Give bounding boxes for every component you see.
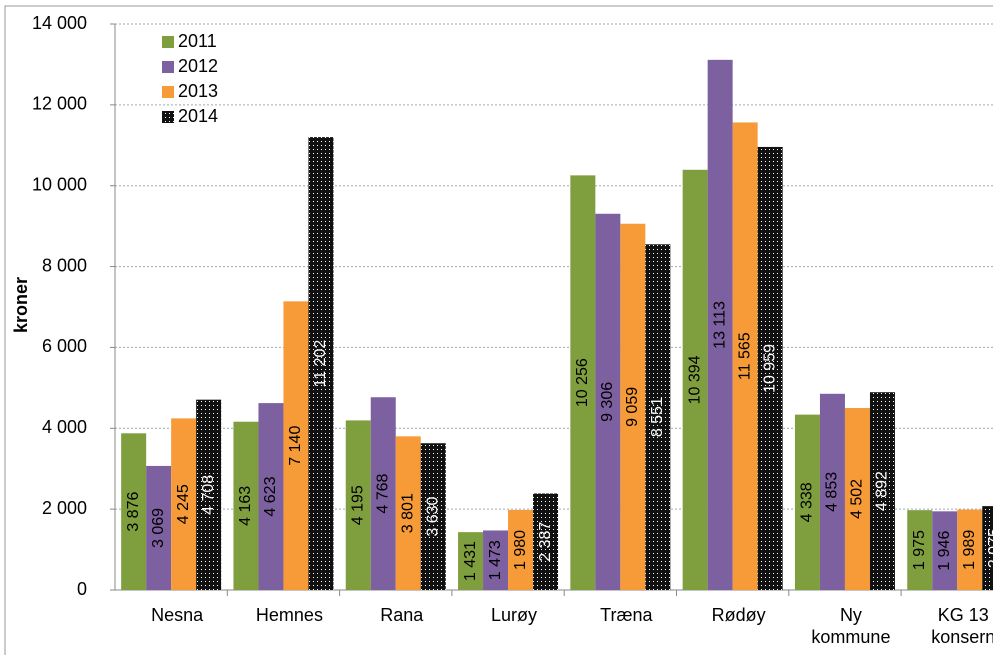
legend-swatch xyxy=(162,36,174,48)
legend-swatch xyxy=(162,61,174,73)
bar xyxy=(146,465,172,590)
bar xyxy=(957,509,983,590)
bar xyxy=(869,392,895,590)
legend-label: 2011 xyxy=(178,31,217,51)
value-label: 2 075 xyxy=(986,528,993,568)
bar xyxy=(508,509,534,590)
y-tick-label: 6 000 xyxy=(42,336,87,356)
bar xyxy=(258,403,284,590)
value-label: 1 975 xyxy=(911,530,928,570)
value-label: 2 387 xyxy=(537,522,554,562)
y-tick-label: 12 000 xyxy=(32,94,87,114)
bar xyxy=(196,399,222,590)
x-tick-label: Rødøy xyxy=(711,605,766,625)
value-label: 4 163 xyxy=(237,486,254,526)
legend-label: 2012 xyxy=(178,56,218,76)
value-label: 11 202 xyxy=(312,340,329,388)
legend-swatch xyxy=(162,111,174,123)
y-tick-label: 2 000 xyxy=(42,498,87,518)
value-label: 4 338 xyxy=(799,482,816,522)
y-axis-label: kroner xyxy=(11,277,31,333)
bar xyxy=(932,511,958,590)
value-label: 1 980 xyxy=(512,530,529,570)
value-label: 1 946 xyxy=(936,531,953,571)
x-tick-label: Ny kommune xyxy=(811,605,891,647)
legend-label: 2013 xyxy=(178,81,218,101)
value-label: 4 245 xyxy=(175,484,192,524)
x-tick-label: KG 13 konsern xyxy=(931,605,993,647)
bar xyxy=(283,301,309,590)
x-tick-label: Rana xyxy=(380,605,424,625)
value-label: 4 502 xyxy=(849,479,866,519)
value-label: 4 853 xyxy=(824,472,841,512)
legend-swatch xyxy=(162,86,174,98)
y-tick-label: 4 000 xyxy=(42,417,87,437)
bar xyxy=(570,175,596,591)
bar xyxy=(171,418,197,590)
value-label: 9 306 xyxy=(599,382,616,422)
bar xyxy=(707,59,733,590)
bar xyxy=(483,530,509,590)
bar xyxy=(121,433,147,590)
value-label: 9 059 xyxy=(624,387,641,427)
bar xyxy=(844,407,870,590)
bar xyxy=(595,213,621,590)
legend-label: 2014 xyxy=(178,106,218,126)
bar xyxy=(458,532,484,590)
y-tick-label: 0 xyxy=(77,579,87,599)
bar xyxy=(620,223,646,590)
x-tick-label: Træna xyxy=(600,605,653,625)
value-label: 4 892 xyxy=(874,471,891,511)
value-label: 8 551 xyxy=(649,397,666,437)
bar xyxy=(732,122,758,590)
bar xyxy=(757,146,783,590)
bar xyxy=(345,420,371,590)
bar xyxy=(533,493,559,590)
value-label: 10 959 xyxy=(761,344,778,393)
value-label: 4 768 xyxy=(374,474,391,514)
y-tick-label: 14 000 xyxy=(32,13,87,33)
value-label: 1 473 xyxy=(487,540,504,580)
x-tick-label: Nesna xyxy=(151,605,204,625)
value-label: 4 195 xyxy=(349,485,366,525)
value-label: 4 623 xyxy=(262,476,279,516)
y-tick-label: 8 000 xyxy=(42,255,87,275)
value-label: 10 394 xyxy=(686,355,703,404)
value-label: 11 565 xyxy=(736,332,753,380)
y-tick-label: 10 000 xyxy=(32,174,87,194)
x-tick-label: Lurøy xyxy=(491,605,538,625)
value-label: 13 113 xyxy=(711,301,728,349)
bar xyxy=(233,421,259,590)
x-tick-label: Hemnes xyxy=(255,605,323,625)
bar xyxy=(682,169,708,590)
bar xyxy=(370,397,396,590)
value-label: 1 989 xyxy=(961,530,978,570)
value-label: 10 256 xyxy=(574,358,591,407)
value-label: 3 801 xyxy=(399,493,416,533)
bar xyxy=(395,436,421,590)
bar xyxy=(982,506,993,590)
bar xyxy=(420,443,446,590)
bar xyxy=(308,137,334,590)
bar xyxy=(794,414,820,590)
value-label: 3 630 xyxy=(424,497,441,537)
value-label: 4 708 xyxy=(200,475,217,515)
bar xyxy=(645,244,671,590)
value-label: 1 431 xyxy=(462,541,479,581)
value-label: 3 876 xyxy=(125,492,142,532)
value-label: 7 140 xyxy=(287,426,304,466)
bar xyxy=(819,393,845,590)
chart-border xyxy=(4,5,993,655)
bar xyxy=(907,510,933,590)
value-label: 3 069 xyxy=(150,508,167,548)
